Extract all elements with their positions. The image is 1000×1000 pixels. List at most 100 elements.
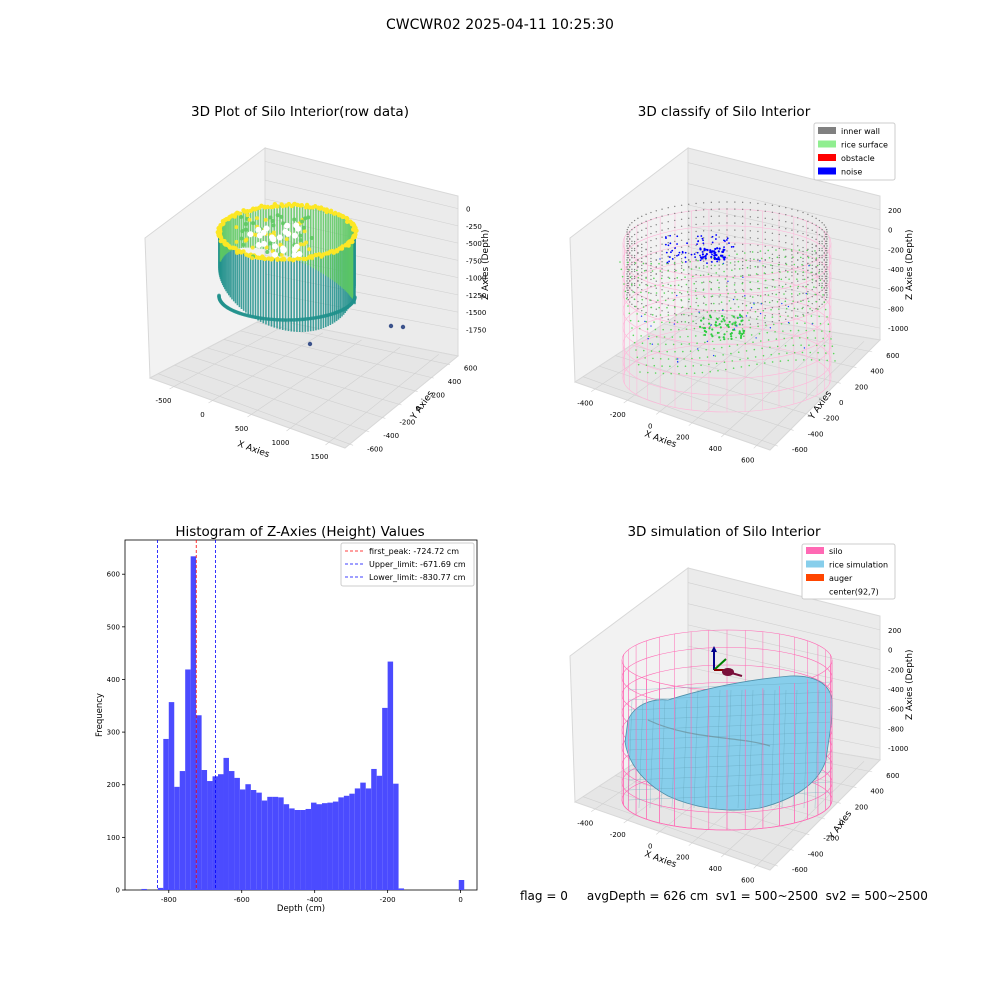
raw-x-gridline bbox=[169, 325, 285, 390]
histogram-bar bbox=[316, 804, 322, 890]
classify-noise-point bbox=[677, 254, 680, 256]
classify-wall-point bbox=[771, 258, 774, 260]
classify-wall-point bbox=[734, 296, 736, 298]
classify-x-gridline bbox=[591, 314, 705, 392]
classify-wall-point bbox=[627, 298, 629, 301]
classify-rice-point bbox=[658, 350, 661, 353]
classify-rice-point bbox=[763, 272, 766, 274]
classify-rice-point bbox=[710, 288, 712, 290]
classify-rice-point bbox=[670, 328, 672, 331]
classify-noise-point bbox=[709, 249, 712, 252]
classify-wall-point bbox=[821, 240, 823, 242]
classify-rice-point bbox=[771, 361, 774, 363]
classify-rice-point bbox=[783, 293, 785, 295]
classify-noise-point bbox=[686, 242, 688, 245]
classify-wall-point bbox=[797, 315, 799, 317]
raw-rim-point bbox=[354, 228, 359, 233]
classify-noise-point bbox=[717, 256, 720, 259]
classify-wall-point bbox=[771, 204, 774, 206]
classify-rice-point bbox=[694, 290, 697, 292]
classify-rice-point bbox=[720, 301, 723, 304]
histogram-x-ticks: -800 -600 -400 -200 0 bbox=[161, 890, 463, 904]
classify-rice-dense-point bbox=[731, 328, 735, 331]
classify-rice-point bbox=[625, 297, 628, 300]
classify-wall-point bbox=[778, 312, 780, 315]
classify-noise-point bbox=[699, 254, 701, 257]
classify-rice-point bbox=[795, 359, 797, 361]
classify-wall-point bbox=[771, 225, 774, 227]
classify-wall-point bbox=[710, 229, 713, 232]
classify-noise-point bbox=[701, 253, 705, 256]
classify-rice-point bbox=[676, 277, 679, 279]
classify-wall-point bbox=[821, 285, 823, 287]
classify-wall-point bbox=[667, 283, 669, 285]
classify-rice-point bbox=[779, 315, 781, 318]
classify-rice-point bbox=[678, 372, 680, 375]
classify-wall-point bbox=[695, 287, 697, 290]
classify-wall-point bbox=[626, 238, 628, 240]
classify-wall-point bbox=[627, 226, 629, 229]
classify-rice-point bbox=[719, 294, 722, 296]
classify-wall-point bbox=[726, 257, 728, 259]
classify-wall-point bbox=[680, 265, 683, 267]
classify-noise-point bbox=[726, 237, 729, 240]
simulation-mesh-line bbox=[792, 689, 798, 809]
classify-wall-point bbox=[826, 294, 828, 296]
classify-wall-point bbox=[661, 254, 663, 256]
classify-wall-point bbox=[674, 291, 676, 294]
classify-wall-point bbox=[802, 253, 804, 256]
classify-wall-point bbox=[645, 297, 647, 300]
classify-rice-point bbox=[692, 365, 695, 367]
classify-rice-point bbox=[801, 307, 804, 310]
classify-wall-point bbox=[688, 245, 690, 247]
classify-wall-point bbox=[645, 290, 647, 293]
raw-rim-point bbox=[343, 243, 348, 248]
classify-wall-point bbox=[811, 281, 813, 284]
classify-z-tick: -1000 bbox=[888, 325, 908, 333]
classify-noise-point bbox=[715, 238, 717, 240]
classify-wall-point bbox=[826, 259, 828, 261]
classify-rice-point bbox=[826, 359, 828, 362]
raw-bottom-point bbox=[217, 293, 221, 298]
classify-wall-point bbox=[637, 231, 639, 234]
classify-rice-dense-point bbox=[702, 317, 705, 320]
classify-wall-point bbox=[718, 296, 720, 298]
classify-rice-point bbox=[736, 344, 739, 346]
classify-rice-point bbox=[697, 304, 699, 307]
simulation-z-gridline bbox=[687, 645, 881, 690]
classify-rice-point bbox=[753, 348, 756, 351]
classify-wall-point bbox=[702, 295, 705, 297]
classify-noise-point bbox=[736, 325, 738, 327]
classify-z-axis-label: Z Axies (Depth) bbox=[905, 229, 915, 300]
classify-wall-point bbox=[631, 296, 633, 298]
classify-wall-point bbox=[807, 241, 809, 244]
classify-rice-point bbox=[709, 325, 711, 328]
classify-wall-point bbox=[650, 278, 652, 281]
classify-wall-point bbox=[674, 263, 676, 266]
classify-wall-point bbox=[734, 208, 736, 210]
classify-noise-point bbox=[705, 253, 708, 256]
classify-legend-swatch bbox=[818, 127, 836, 134]
classify-wall-point bbox=[726, 264, 728, 266]
histogram-bar bbox=[354, 788, 361, 890]
classify-rice-point bbox=[755, 273, 758, 275]
classify-rice-point bbox=[729, 262, 732, 264]
classify-rice-point bbox=[751, 251, 754, 253]
classify-wall-point bbox=[791, 215, 793, 217]
classify-rice-dense-point bbox=[716, 331, 719, 334]
classify-rice-point bbox=[770, 353, 773, 356]
classify-rice-point bbox=[682, 269, 685, 271]
classify-rice-point bbox=[644, 313, 646, 316]
histogram-title: Histogram of Z-Axies (Height) Values bbox=[175, 524, 425, 540]
classify-rice-point bbox=[822, 337, 824, 340]
raw-tick-labels: -500050010001500-600-400-20002004006000-… bbox=[156, 206, 487, 461]
raw-y-gridline bbox=[190, 356, 386, 419]
classify-wall-point bbox=[655, 301, 657, 303]
classify-noise-point bbox=[696, 251, 699, 254]
classify-wall-point bbox=[785, 290, 787, 292]
classify-wall-point bbox=[726, 296, 728, 298]
classify-rice-point bbox=[762, 354, 765, 357]
classify-rice-point bbox=[793, 263, 796, 266]
raw-gap bbox=[255, 226, 262, 233]
